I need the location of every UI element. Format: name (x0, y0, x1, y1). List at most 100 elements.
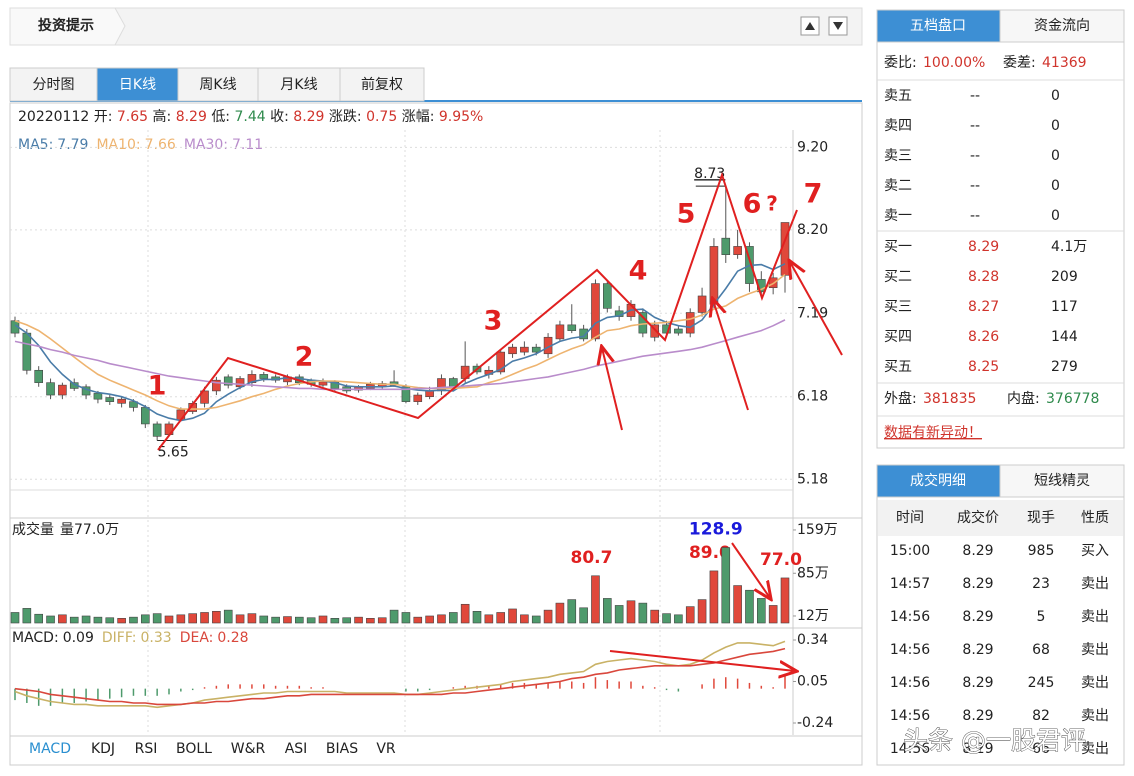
tab-label[interactable]: 周K线 (199, 77, 236, 93)
volume-bar (449, 612, 458, 624)
candle-body (413, 394, 423, 402)
label: 委比: (884, 55, 917, 71)
volume-value-label: 77.0 (760, 550, 802, 570)
volume-bar (223, 609, 233, 624)
tab[interactable] (339, 67, 425, 102)
info-line: 20220112 开: 7.65 高: 8.29 低: 7.44 收: 8.29… (18, 108, 483, 125)
volume-bar (650, 609, 659, 624)
indicator-tab[interactable]: W&R (231, 741, 266, 757)
candle-body (674, 328, 683, 334)
level: 卖五 (884, 88, 912, 104)
cell: 14:56 (890, 741, 930, 757)
ma-value: 7.66 (145, 137, 176, 153)
cell: 卖出 (1081, 609, 1109, 625)
indicator-tab[interactable]: ASI (285, 741, 308, 757)
panel-tab[interactable] (999, 9, 1125, 43)
indicator-tab[interactable]: VR (376, 741, 396, 757)
panel-tab-label[interactable]: 五档盘口 (910, 17, 966, 34)
volume-label: 量77.0万 (60, 522, 119, 538)
volume-bar (58, 614, 67, 624)
cell: 卖出 (1081, 675, 1109, 691)
price: 8.26 (968, 329, 999, 345)
value: 100.00% (923, 55, 985, 71)
value: 381835 (923, 391, 976, 407)
candle-body (46, 382, 55, 396)
volume-bar (283, 616, 292, 624)
volume-bar (212, 610, 221, 624)
volume-bar (389, 609, 399, 624)
level: 卖一 (884, 208, 912, 224)
tab[interactable] (96, 67, 179, 102)
cell: 82 (1032, 708, 1050, 724)
label: 收: (270, 109, 289, 125)
annotation-lines (157, 171, 843, 671)
panel-tab-label[interactable]: 资金流向 (1034, 18, 1090, 34)
volume-bar (745, 589, 754, 624)
candle-body (567, 324, 577, 331)
volume-bar (93, 616, 103, 624)
cell: 卖出 (1081, 741, 1109, 757)
indicator-tab[interactable]: BIAS (326, 741, 358, 757)
volume-bar (129, 616, 138, 624)
candle-body (437, 378, 446, 392)
indicator-tab[interactable]: RSI (135, 741, 158, 757)
tab[interactable] (257, 67, 341, 102)
y-tick-label: -0.24 (797, 715, 833, 731)
line (14, 263, 786, 422)
panel-tab[interactable] (999, 464, 1125, 498)
volume-value-label: 89.0 (689, 543, 731, 563)
volume-title: 成交量 量77.0万 (12, 521, 119, 538)
tab[interactable] (9, 67, 98, 102)
annotation: 1 (148, 371, 167, 402)
price: -- (970, 88, 980, 104)
tab-label[interactable]: 分时图 (33, 77, 75, 93)
alert-link[interactable]: 数据有新异动！ (884, 425, 982, 441)
annotation: 2 (295, 342, 314, 373)
volume-bar (543, 609, 553, 624)
panel-tab[interactable] (876, 464, 1001, 498)
line (14, 319, 786, 391)
cell: 5 (1037, 609, 1046, 625)
indicator-tab[interactable]: KDJ (91, 741, 115, 757)
indicator-tab[interactable]: MACD (29, 741, 71, 757)
top-title: 投资提示 (38, 17, 94, 34)
top-bar (9, 7, 863, 46)
column-header: 性质 (1081, 510, 1109, 526)
high: 8.29 (176, 109, 207, 125)
y-tick-label: 6.18 (797, 389, 828, 405)
volume-bar (46, 615, 55, 624)
volume-name: 成交量 (12, 521, 54, 538)
volume-bar (579, 607, 588, 624)
volume-bar (354, 616, 363, 624)
level: 买三 (884, 299, 912, 315)
cell: 8.29 (962, 675, 993, 691)
y-tick-label: 5.18 (797, 471, 828, 487)
trade-header (878, 500, 1123, 536)
macd-value: 0.28 (217, 630, 248, 646)
watermark: 头条 @一股君评 (903, 726, 1086, 755)
level: 卖三 (884, 148, 912, 164)
candle-body (117, 398, 126, 404)
volume-bar (496, 612, 505, 624)
level: 买五 (884, 359, 912, 375)
tab-label[interactable]: 前复权 (361, 76, 403, 93)
volume-bar (81, 615, 91, 624)
volume-bar (117, 618, 126, 624)
tab-label[interactable]: 月K线 (280, 77, 317, 93)
panel-tab-label[interactable]: 成交明细 (910, 472, 966, 489)
ma-name: MA10: (96, 137, 140, 153)
ma-name: MA30: (184, 137, 228, 153)
panel-tab-label[interactable]: 短线精灵 (1034, 473, 1090, 489)
volume: 0 (1051, 148, 1060, 164)
annotation: 5 (677, 199, 696, 230)
volume: 279 (1051, 359, 1078, 375)
volume: 0 (1051, 178, 1060, 194)
candle-body (389, 381, 399, 386)
volume: 144 (1051, 329, 1078, 345)
tab[interactable] (177, 67, 259, 102)
indicator-tab[interactable]: BOLL (176, 741, 212, 757)
candle-body (591, 283, 600, 340)
candle-body (212, 379, 221, 392)
volume: 117 (1051, 299, 1078, 315)
tab-label[interactable]: 日K线 (119, 77, 156, 93)
